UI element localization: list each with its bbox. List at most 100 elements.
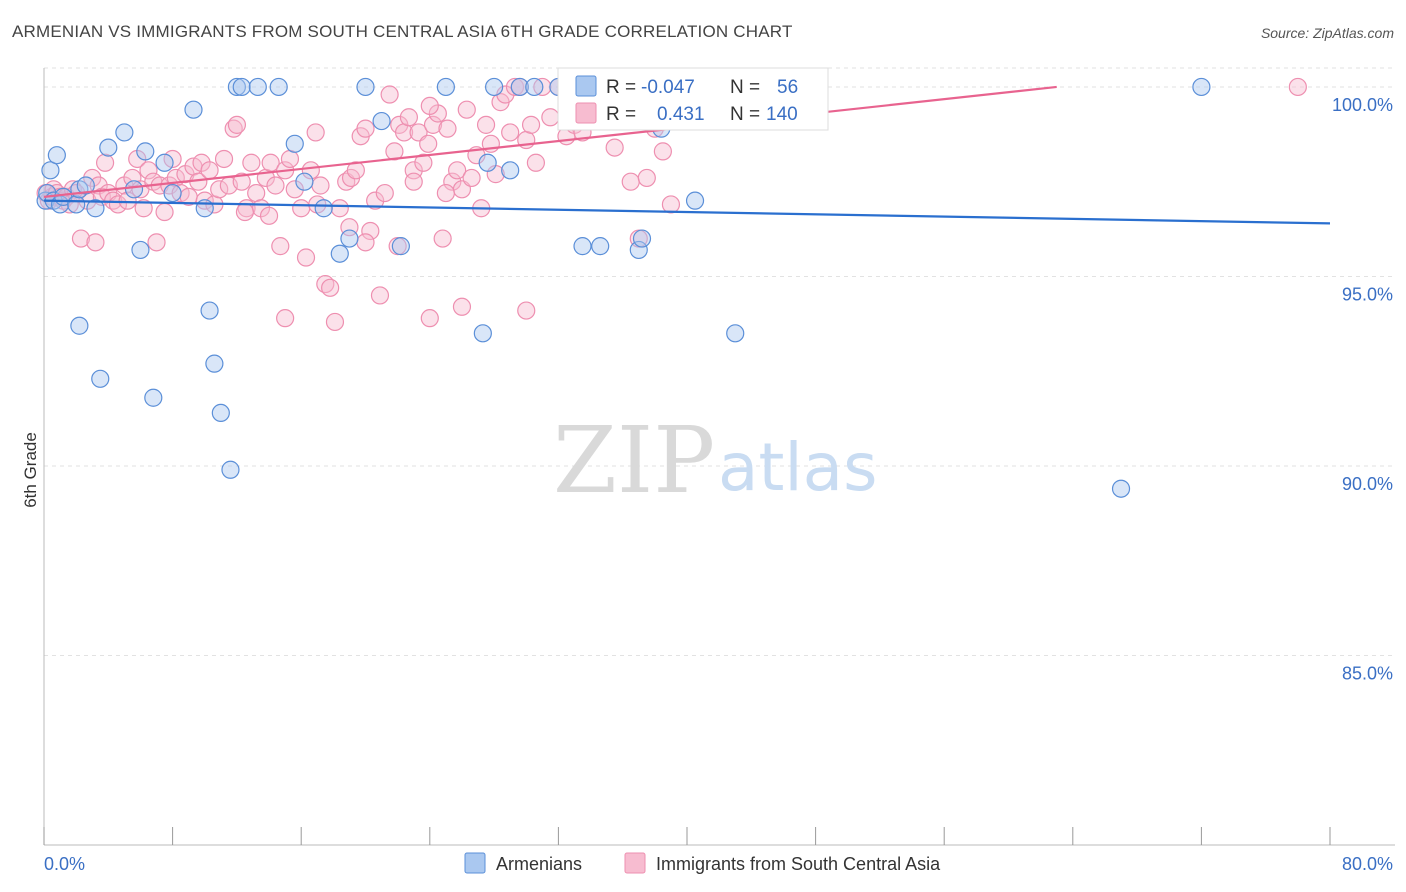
armenians-point [330,244,349,263]
immigrants-point [521,115,541,134]
armenians-point [200,301,219,320]
immigrants-point [366,191,385,210]
immigrants-point [438,119,457,138]
armenians-point [295,172,314,191]
legend-n-value-2: 140 [766,104,798,125]
armenians-point [41,161,60,180]
immigrants-point [419,134,438,153]
y-tick-label: 90.0% [1342,474,1393,494]
armenians-point [340,229,359,248]
bottom-legend: Armenians Immigrants from South Central … [464,852,941,874]
legend-n-label-1: N = [730,77,760,98]
source-label: Source: ZipAtlas.com [1260,25,1394,41]
armenians-point [372,111,391,131]
armenians-point [155,153,174,172]
immigrants-point [83,168,102,188]
armenians-point [632,229,652,248]
immigrants-point [605,138,624,157]
immigrants-point [414,153,433,172]
immigrants-point [325,312,345,332]
immigrants-point [541,108,560,127]
armenians-point [501,161,520,180]
legend-r-value-2: 0.431 [657,104,705,125]
immigrants-point [195,191,214,210]
immigrants-trend-line [43,85,1057,198]
immigrants-point [505,77,525,97]
immigrants-point [147,233,166,252]
watermark-zip: ZIP [553,407,715,514]
immigrants-point [653,142,672,161]
immigrants-point [108,195,128,214]
immigrants-point [259,206,279,225]
armenians-point [478,153,497,172]
trend-lines [43,85,1331,225]
armenians-point [144,388,163,407]
armenians-point [99,138,118,157]
immigrants-point [457,100,476,119]
immigrants-point [86,233,105,252]
immigrants-point [247,183,266,203]
armenians-point [76,176,95,195]
immigrants-point [276,309,295,328]
immigrants-point [476,115,496,134]
armenians-point [1111,479,1131,498]
immigrants-point [356,119,375,138]
armenians-point [195,199,214,218]
immigrants-point [292,199,311,218]
immigrants-point [420,96,439,116]
immigrants-point [637,168,656,188]
armenians-point [115,123,134,142]
immigrants-point [462,168,481,188]
armenians-point [685,191,705,210]
y-tick-label: 95.0% [1342,284,1393,304]
immigrants-point [266,176,285,195]
armenians-point [67,195,86,214]
armenians-point [136,142,155,161]
immigrants-point [296,248,316,267]
armenians-point [436,77,455,97]
armenians-point [314,199,333,218]
chart-title: ARMENIAN VS IMMIGRANTS FROM SOUTH CENTRA… [12,22,793,41]
immigrants-point [526,153,545,172]
immigrants-point [436,183,455,203]
immigrants-point [330,199,349,218]
immigrants-point [280,149,300,169]
immigrants-point [242,153,261,172]
immigrants-point [361,221,380,241]
immigrants-point [399,108,419,127]
armenians-trend-line [43,199,1331,225]
armenians-point [131,240,150,260]
bottom-legend-immigrants: Immigrants from South Central Asia [656,854,941,874]
immigrants-point [227,115,246,134]
legend-frame [557,67,829,131]
bottom-legend-swatch-immigrants [624,852,646,874]
immigrants-point [370,286,390,305]
armenians-point [510,77,529,97]
watermark-atlas: atlas [718,429,878,506]
immigrants-point [452,297,472,316]
immigrants-point [448,161,467,180]
armenians-point [227,77,246,97]
tick-labels: 85.0% 90.0% 95.0% 100.0% 0.0% 80.0% [44,95,1393,874]
immigrants-point [71,229,91,248]
y-tick-label: 85.0% [1342,663,1393,683]
immigrants-point [420,309,439,328]
legend-box: R = -0.047 N = 56 R = 0.431 N = 140 [557,67,829,131]
armenians-point [163,183,182,203]
armenians-point [47,146,66,165]
immigrants-point [346,161,365,180]
armenians-point [473,324,492,343]
x-tick-label: 80.0% [1342,854,1393,874]
legend-n-value-1: 56 [777,77,798,98]
y-axis-label: 6th Grade [21,432,40,508]
armenians-point [285,134,304,153]
immigrants-point [517,301,536,320]
armenians-point [86,199,105,218]
armenians-point [591,237,610,256]
armenians-point [124,180,144,199]
immigrants-point [214,149,234,169]
armenians-point [629,240,648,260]
armenians-point [91,369,110,388]
armenians-point [269,77,288,97]
